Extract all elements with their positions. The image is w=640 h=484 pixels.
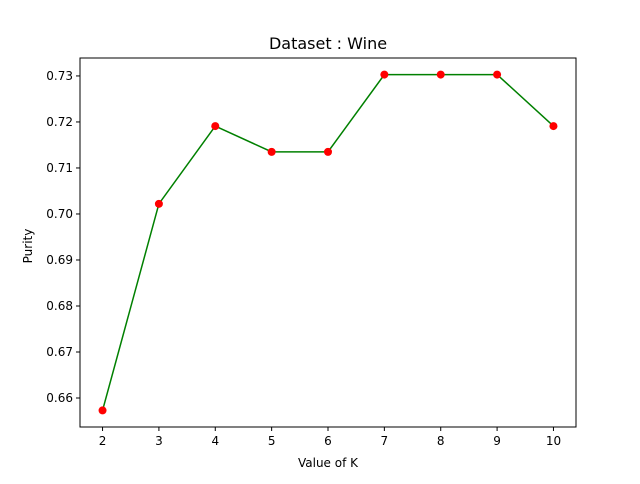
data-point <box>99 406 107 414</box>
y-tick-label: 0.72 <box>46 115 73 129</box>
data-point <box>324 148 332 156</box>
y-tick-label: 0.73 <box>46 69 73 83</box>
y-tick-label: 0.70 <box>46 207 73 221</box>
y-tick-label: 0.71 <box>46 161 73 175</box>
plot-area: 2 3 4 5 6 7 8 9 10 0.66 0.67 0.68 0.69 0.70 0.71 0.72 0.… <box>46 58 576 448</box>
data-point <box>437 71 445 79</box>
plot-frame <box>80 58 576 427</box>
data-point <box>155 200 163 208</box>
x-tick-label: 3 <box>155 434 163 448</box>
data-point <box>493 71 501 79</box>
data-point <box>268 148 276 156</box>
y-tick-label: 0.69 <box>46 253 73 267</box>
data-point <box>380 71 388 79</box>
x-tick-label: 7 <box>381 434 389 448</box>
series-line <box>103 75 554 411</box>
data-point <box>549 122 557 130</box>
x-tick-label: 5 <box>268 434 276 448</box>
x-tick-label: 8 <box>437 434 445 448</box>
data-point <box>211 122 219 130</box>
x-tick-label: 10 <box>546 434 561 448</box>
x-tick-label: 6 <box>324 434 332 448</box>
y-tick-label: 0.68 <box>46 299 73 313</box>
x-tick-label: 2 <box>99 434 107 448</box>
y-tick-label: 0.67 <box>46 345 73 359</box>
y-tick-label: 0.66 <box>46 391 73 405</box>
x-axis-label: Value of K <box>298 456 359 470</box>
y-axis-label: Purity <box>21 229 35 264</box>
x-tick-label: 9 <box>493 434 501 448</box>
chart-title: Dataset : Wine <box>269 34 387 53</box>
x-tick-label: 4 <box>211 434 219 448</box>
